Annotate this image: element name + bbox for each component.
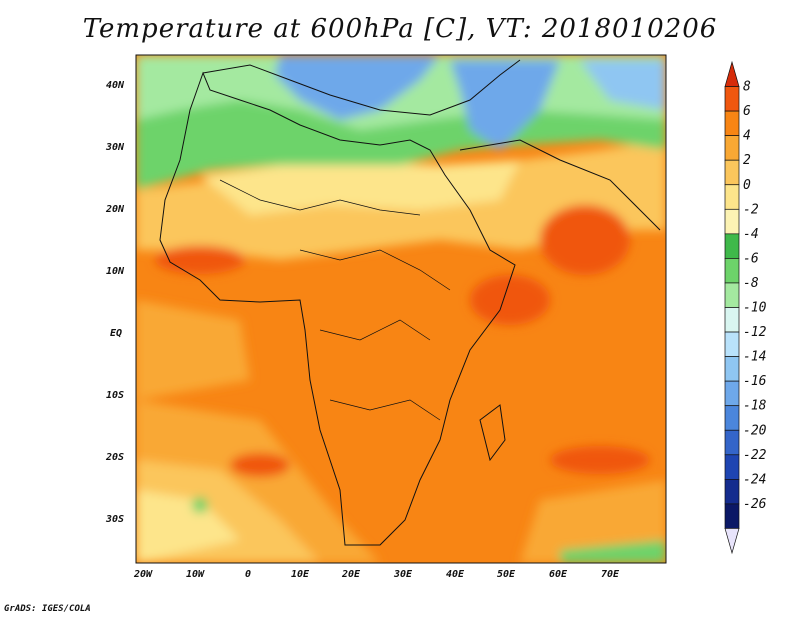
colorbar-label: -6 [743,251,759,266]
colorbar-swatch [724,405,740,431]
lat-label: 20N [105,204,125,215]
colorbar-swatch [724,86,740,112]
lat-label: 40N [106,80,125,91]
colorbar-swatch [724,331,740,357]
colorbar-swatch [724,258,740,284]
colorbar-swatch [724,159,740,186]
colorbar-top-arrow [724,60,740,87]
colorbar-swatch [724,110,740,136]
colorbar-label: -16 [743,374,767,389]
colorbar-label: 2 [743,153,751,168]
chart-title: Temperature at 600hPa [C], VT: 201801020… [82,14,718,44]
colorbar-swatch [724,135,740,161]
colorbar-swatch [724,307,740,333]
colorbar-swatch [724,282,740,308]
colorbar-label: 6 [743,104,751,119]
colorbar-label: -8 [743,276,759,291]
lat-label: 10N [106,266,125,277]
colorbar-bottom-arrow [724,528,740,555]
lat-label: 10S [106,390,124,401]
credit-text: GrADS: IGES/COLA [4,604,91,614]
lat-label: EQ [110,328,122,339]
colorbar-swatch [724,479,740,505]
lon-label: 60E [549,569,568,580]
colorbar-swatch [724,429,740,456]
lon-label: 10W [186,569,205,580]
lon-label: 20E [341,569,361,580]
lon-label: 10E [291,569,310,580]
lon-label: 20W [133,569,153,580]
colorbar-label: -10 [743,301,767,316]
colorbar-label: 4 [743,129,751,144]
colorbar-swatch [724,184,740,210]
colorbar-label: -26 [743,497,767,512]
lon-label: 70E [601,569,620,580]
colorbar: 8 6 4 2 0 -2 -4 -6 -8 -10 -12 -14 -16 -18 -20 -22 -24 -26 [724,60,767,555]
colorbar-label: -14 [743,350,766,365]
colorbar-label: -22 [743,448,767,463]
colorbar-swatch [724,503,740,529]
lon-label: 50E [497,569,516,580]
temperature-field [136,55,666,563]
lat-label: 20S [105,452,124,463]
colorbar-label: 8 [743,80,751,95]
lat-axis: 40N 30N 20N 10N EQ 10S 20S 30S [105,80,125,525]
lat-label: 30S [105,514,124,525]
colorbar-label: -4 [743,227,759,242]
colorbar-swatch [724,356,740,382]
colorbar-swatch [724,380,740,407]
colorbar-label: -20 [743,423,767,438]
colorbar-label: -12 [743,325,767,340]
colorbar-swatch [724,233,740,259]
colorbar-label: -18 [743,399,767,414]
lon-label: 40E [446,569,465,580]
lon-label: 30E [393,569,413,580]
coastline [159,59,661,546]
map-frame [135,54,667,564]
colorbar-label: -2 [743,202,759,217]
lon-label: 0 [245,569,251,580]
colorbar-swatch [724,454,740,480]
colorbar-label: 0 [743,178,751,193]
lon-axis: 20W 10W 0 10E 20E 30E 40E 50E 60E 70E [133,569,620,580]
colorbar-swatch [724,208,740,235]
lat-label: 30N [105,142,125,153]
colorbar-label: -24 [743,472,766,487]
